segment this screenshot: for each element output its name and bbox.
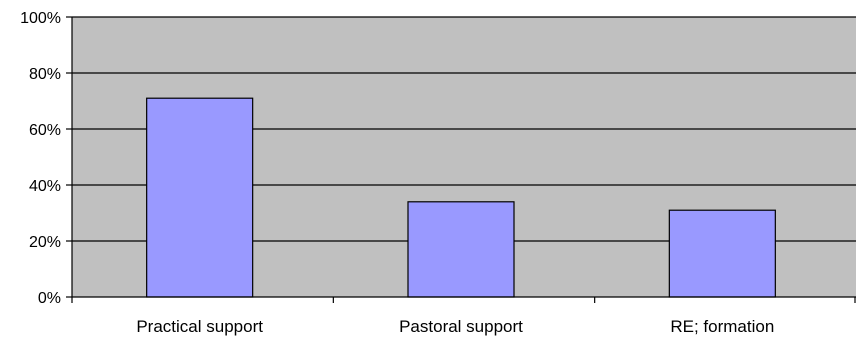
axes	[66, 16, 856, 303]
y-tick-label: 80%	[29, 66, 61, 83]
y-tick-label: 100%	[20, 10, 61, 27]
y-tick-label: 60%	[29, 122, 61, 139]
bars	[146, 97, 776, 298]
y-tick-label: 40%	[29, 178, 61, 195]
tick-labels: 0% 20% 40% 60% 80% 100% Practical support Pasto…	[20, 10, 774, 336]
bar-pastoral-support	[407, 201, 515, 298]
bar-re-formation	[668, 209, 776, 298]
x-tick-label: Practical support	[136, 317, 263, 336]
x-tick-label: Pastoral support	[399, 317, 523, 336]
x-tick-label: RE; formation	[670, 317, 774, 336]
y-tick-label: 0%	[38, 290, 61, 307]
bar-practical-support	[146, 97, 254, 298]
y-tick-label: 20%	[29, 234, 61, 251]
